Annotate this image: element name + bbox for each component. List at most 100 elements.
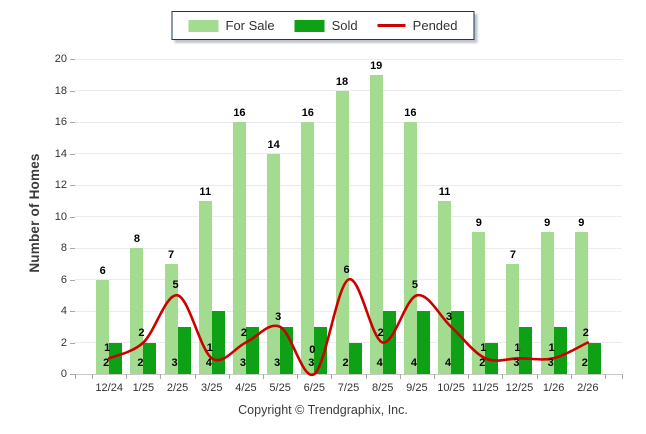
legend-item-for-sale: For Sale bbox=[188, 18, 275, 33]
y-axis-tick bbox=[70, 153, 75, 155]
x-tick-label: 7/25 bbox=[337, 382, 360, 394]
forsale-value-label: 9 bbox=[578, 217, 585, 230]
x-tick-label: 12/25 bbox=[505, 382, 534, 394]
legend: For Sale Sold Pended bbox=[171, 11, 475, 40]
y-tick-label: 20 bbox=[54, 53, 67, 65]
forsale-value-label: 11 bbox=[438, 185, 451, 198]
sold-value-label: 3 bbox=[513, 357, 520, 369]
y-tick-label: 10 bbox=[54, 210, 67, 223]
x-axis-tick bbox=[399, 374, 401, 379]
pended-swatch bbox=[377, 24, 406, 27]
x-tick-label: 8/25 bbox=[371, 382, 394, 394]
sold-bar bbox=[143, 342, 157, 374]
forsale-value-label: 9 bbox=[475, 217, 482, 230]
gridline bbox=[75, 153, 622, 154]
forsale-value-label: 16 bbox=[233, 107, 246, 119]
legend-label-sold: Sold bbox=[331, 18, 358, 33]
pended-value-label: 2 bbox=[582, 326, 589, 339]
forsale-bar bbox=[403, 122, 417, 374]
gridline bbox=[75, 247, 622, 249]
x-axis-tick bbox=[228, 374, 230, 379]
pended-value-label: 1 bbox=[480, 342, 487, 355]
x-tick-label: 3/25 bbox=[201, 382, 223, 394]
pended-value-label: 0 bbox=[309, 344, 316, 356]
forsale-value-label: 18 bbox=[335, 75, 349, 88]
x-axis-tick bbox=[604, 374, 606, 379]
x-tick-label: 12/24 bbox=[95, 382, 123, 394]
gridline bbox=[75, 90, 622, 91]
pended-value-label: 2 bbox=[138, 326, 145, 339]
forsale-value-label: 8 bbox=[133, 233, 140, 245]
sold-bar bbox=[553, 326, 567, 374]
forsale-bar bbox=[301, 122, 315, 374]
x-axis-tick bbox=[365, 374, 367, 379]
pended-value-label: 3 bbox=[446, 310, 453, 323]
sold-value-label: 4 bbox=[205, 357, 212, 369]
sold-value-label: 2 bbox=[137, 357, 144, 369]
y-axis-tick bbox=[70, 279, 75, 281]
y-tick-label: 2 bbox=[60, 336, 67, 349]
x-axis-tick bbox=[75, 374, 76, 379]
sold-value-label: 3 bbox=[274, 357, 281, 369]
y-axis-tick bbox=[70, 342, 75, 344]
sold-value-label: 2 bbox=[342, 357, 349, 369]
x-axis-tick bbox=[433, 374, 435, 379]
y-tick-label: 0 bbox=[60, 368, 67, 380]
sold-bar bbox=[109, 342, 123, 374]
forsale-value-label: 7 bbox=[509, 248, 516, 261]
forsale-bar bbox=[130, 248, 144, 374]
sold-bar bbox=[519, 326, 533, 374]
sold-value-label: 2 bbox=[479, 357, 486, 369]
legend-label-for-sale: For Sale bbox=[225, 18, 275, 33]
sold-bar bbox=[245, 326, 259, 374]
sold-bar bbox=[485, 342, 499, 374]
forsale-bar bbox=[574, 232, 588, 374]
x-axis-tick bbox=[536, 374, 538, 379]
y-axis-tick bbox=[70, 59, 75, 60]
x-tick-label: 4/25 bbox=[235, 382, 257, 394]
sold-bar bbox=[416, 311, 430, 374]
forsale-bar bbox=[335, 90, 349, 374]
copyright-text: Copyright © Trendgraphix, Inc. bbox=[238, 403, 408, 417]
sold-value-label: 3 bbox=[239, 357, 246, 369]
sold-value-label: 3 bbox=[171, 357, 178, 369]
forsale-bar bbox=[438, 200, 452, 374]
y-axis-tick bbox=[70, 90, 75, 92]
x-axis-tick bbox=[502, 374, 504, 379]
x-axis-tick bbox=[297, 374, 299, 379]
forsale-value-label: 9 bbox=[544, 217, 551, 230]
x-axis-line bbox=[75, 374, 622, 375]
gridline bbox=[75, 216, 622, 217]
pended-value-label: 3 bbox=[275, 310, 282, 323]
y-tick-label: 4 bbox=[60, 305, 67, 317]
pended-value-label: 6 bbox=[343, 263, 350, 276]
sold-value-label: 2 bbox=[103, 357, 110, 369]
pended-value-label: 1 bbox=[104, 342, 111, 355]
x-tick-label: 10/25 bbox=[437, 382, 465, 394]
sold-value-label: 4 bbox=[376, 357, 383, 369]
sold-value-label: 2 bbox=[581, 357, 588, 369]
sold-bar bbox=[280, 326, 294, 374]
x-tick-label: 5/25 bbox=[269, 382, 291, 394]
y-axis-tick bbox=[70, 248, 75, 249]
legend-label-pended: Pended bbox=[412, 18, 458, 33]
pended-value-label: 2 bbox=[240, 326, 247, 339]
x-axis-tick bbox=[622, 374, 623, 379]
x-tick-label: 1/26 bbox=[542, 382, 565, 394]
pended-value-label: 1 bbox=[548, 342, 555, 355]
y-axis-tick bbox=[70, 374, 75, 375]
pended-value-label: 5 bbox=[172, 279, 179, 292]
sold-bar bbox=[211, 311, 225, 374]
forsale-value-label: 11 bbox=[199, 185, 212, 198]
x-axis-tick bbox=[160, 374, 162, 379]
sold-bar bbox=[451, 311, 465, 374]
sold-bar bbox=[348, 342, 362, 374]
forsale-value-label: 14 bbox=[267, 138, 280, 151]
x-tick-label: 9/25 bbox=[406, 382, 428, 394]
forsale-value-label: 16 bbox=[301, 107, 314, 119]
y-tick-label: 16 bbox=[54, 116, 67, 128]
gridline bbox=[75, 58, 622, 60]
y-tick-label: 12 bbox=[54, 179, 67, 191]
